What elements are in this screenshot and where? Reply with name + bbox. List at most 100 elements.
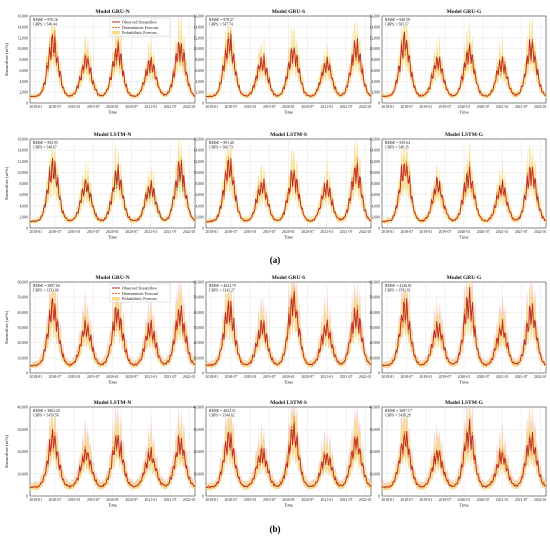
- y-tick-label: 40,000: [194, 311, 205, 316]
- y-tick-label: 8,000: [371, 182, 380, 187]
- x-tick-label: 2022-01: [534, 498, 547, 502]
- x-tick-label: 2019-01: [68, 105, 81, 109]
- y-tick-label: 2,000: [19, 215, 28, 220]
- y-tick-label: 0: [202, 102, 204, 106]
- x-tick-label: 2021-07: [340, 375, 353, 379]
- x-tick-label: 2020-07: [477, 498, 490, 502]
- y-tick-label: 4,000: [195, 204, 204, 209]
- y-tick-label: 40,000: [18, 311, 29, 316]
- y-axis-label: Streamflow (m³/s): [4, 167, 9, 200]
- y-tick-label: 30,000: [194, 326, 205, 331]
- x-tick-label: 2021-01: [321, 375, 334, 379]
- metric-bg: [384, 21, 418, 27]
- panel-title: Model GRU-S: [272, 9, 305, 15]
- y-tick-label: 10,000: [194, 472, 205, 477]
- x-tick-label: 2018-07: [225, 105, 238, 109]
- x-tick-label: 2022-01: [534, 230, 547, 234]
- y-tick-label: 0: [378, 495, 380, 499]
- y-tick-label: 8,000: [195, 182, 204, 187]
- y-axis-label: Streamflow (m³/s): [4, 43, 9, 76]
- x-tick-label: 2019-07: [263, 105, 276, 109]
- x-axis-label: Time: [284, 503, 293, 508]
- metric-bg: [384, 412, 418, 418]
- x-tick-label: 2020-01: [458, 105, 471, 109]
- x-axis-label: Time: [284, 110, 293, 115]
- y-tick-label: 40,000: [370, 311, 381, 316]
- y-tick-label: 14,000: [370, 25, 381, 30]
- y-tick-label: 12,000: [18, 160, 29, 165]
- deterministic-line: [381, 36, 547, 98]
- y-tick-label: 0: [202, 227, 204, 231]
- metric-bg: [384, 144, 418, 150]
- y-tick-label: 16,000: [194, 15, 205, 20]
- y-tick-label: 10,000: [194, 47, 205, 52]
- y-tick-label: 6,000: [19, 193, 28, 198]
- x-tick-label: 2022-01: [183, 498, 196, 502]
- metric-bg: [384, 140, 418, 145]
- panel-title: Model LSTM-N: [94, 400, 132, 406]
- y-tick-label: 4,000: [371, 204, 380, 209]
- x-tick-label: 2021-07: [515, 105, 528, 109]
- x-axis-label: Time: [284, 235, 293, 240]
- probabilistic-band: [206, 139, 371, 224]
- x-tick-label: 2019-01: [420, 230, 433, 234]
- metric-bg: [32, 21, 66, 27]
- y-tick-label: 10,000: [194, 171, 205, 176]
- metric-label: RMSE = 4022.51: [209, 409, 236, 413]
- metric-label: RMSE = 3687.17: [385, 409, 412, 413]
- y-tick-label: 6,000: [195, 69, 204, 74]
- x-tick-label: 2021-01: [145, 498, 158, 502]
- y-tick-label: 6,000: [19, 69, 28, 74]
- chart-panel: 0 10,000 20,000 30,000 40,000 50,000 60,000 201…: [4, 275, 196, 385]
- legend-label-probabilistic: Probabilistic Forecast: [122, 30, 158, 35]
- y-tick-label: 6,000: [195, 193, 204, 198]
- x-tick-label: 2019-07: [439, 375, 452, 379]
- y-tick-label: 8,000: [19, 182, 28, 187]
- x-axis-label: Time: [284, 380, 293, 385]
- x-tick-label: 2021-07: [340, 105, 353, 109]
- x-tick-label: 2018-07: [400, 105, 413, 109]
- legend-swatch-probabilistic: [112, 31, 120, 35]
- x-axis-label: Time: [108, 380, 117, 385]
- legend-label-deterministic: Deterministic Forecast: [122, 25, 159, 30]
- x-tick-label: 2021-07: [340, 230, 353, 234]
- x-tick-label: 2019-07: [439, 105, 452, 109]
- y-tick-label: 10,000: [18, 47, 29, 52]
- x-tick-label: 2020-01: [282, 498, 295, 502]
- x-tick-label: 2020-07: [477, 375, 490, 379]
- x-tick-label: 2019-07: [263, 230, 276, 234]
- x-tick-label: 2019-01: [420, 498, 433, 502]
- x-tick-label: 2018-01: [381, 375, 394, 379]
- y-tick-label: 10,000: [18, 472, 29, 477]
- x-tick-label: 2020-07: [125, 375, 138, 379]
- x-tick-label: 2019-07: [263, 498, 276, 502]
- observed-line: [29, 429, 196, 489]
- x-axis-label: Time: [459, 235, 468, 240]
- x-tick-label: 2020-07: [301, 105, 314, 109]
- metric-label: RMSE = 940.59: [385, 18, 410, 22]
- x-tick-label: 2020-01: [458, 230, 471, 234]
- y-tick-label: 50,000: [370, 296, 381, 301]
- y-tick-label: 14,000: [18, 25, 29, 30]
- y-tick-label: 6,000: [371, 69, 380, 74]
- chart-panel: 0 2,000 4,000 6,000 8,000 10,000 12,000 14,000 1…: [4, 132, 196, 240]
- x-tick-label: 2019-07: [87, 375, 100, 379]
- y-tick-label: 2,000: [19, 91, 28, 96]
- x-tick-label: 2019-07: [439, 498, 452, 502]
- x-tick-label: 2018-07: [225, 230, 238, 234]
- metric-bg: [32, 412, 66, 418]
- y-tick-label: 14,000: [370, 149, 381, 154]
- x-tick-label: 2018-07: [49, 230, 62, 234]
- metric-label: CRPS = 1592.61: [385, 288, 411, 292]
- x-tick-label: 2020-07: [301, 498, 314, 502]
- metric-label: CRPS = 1353.06: [33, 288, 59, 292]
- observed-line: [29, 298, 196, 367]
- x-axis-label: Time: [108, 110, 117, 115]
- metric-bg: [208, 287, 242, 293]
- y-tick-label: 6,000: [371, 193, 380, 198]
- x-tick-label: 2019-01: [244, 375, 257, 379]
- legend-label-observed: Observed Streamflow: [122, 285, 157, 290]
- y-tick-label: 12,000: [18, 36, 29, 41]
- metric-label: CRPS = 547.74: [209, 22, 233, 26]
- x-tick-label: 2018-01: [381, 105, 394, 109]
